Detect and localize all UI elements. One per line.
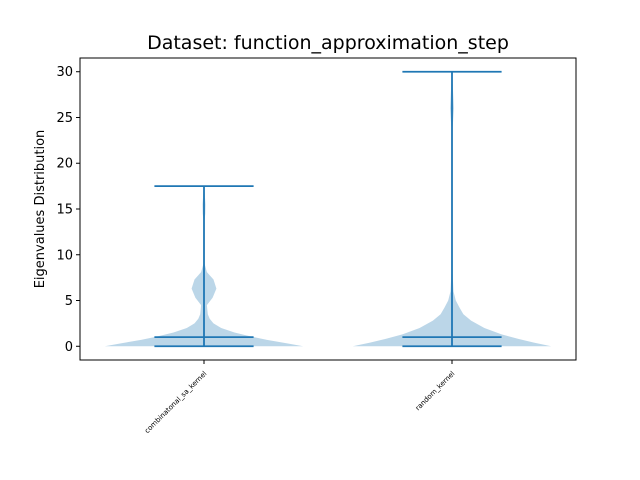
- y-tick-label: 30: [56, 65, 73, 80]
- y-tick-label: 15: [56, 203, 73, 218]
- plot-frame: [79, 57, 577, 361]
- x-tick-label: combinatonal_sa_kernel: [143, 370, 208, 435]
- y-tick-label: 5: [65, 294, 73, 309]
- y-tick-label: 20: [56, 157, 73, 172]
- chart-title: Dataset: function_approximation_step: [147, 32, 509, 54]
- y-tick-label: 0: [65, 340, 73, 355]
- violin-group: [104, 70, 552, 348]
- y-tick-label: 10: [56, 248, 73, 263]
- y-axis: 0 5 10 15 20 25 30: [56, 65, 80, 355]
- x-axis: combinatonal_sa_kernel random_kernel: [143, 360, 456, 435]
- x-tick-label: random_kernel: [414, 370, 457, 413]
- y-axis-label: Eigenvalues Distribution: [33, 130, 48, 289]
- y-tick-label: 25: [56, 111, 73, 126]
